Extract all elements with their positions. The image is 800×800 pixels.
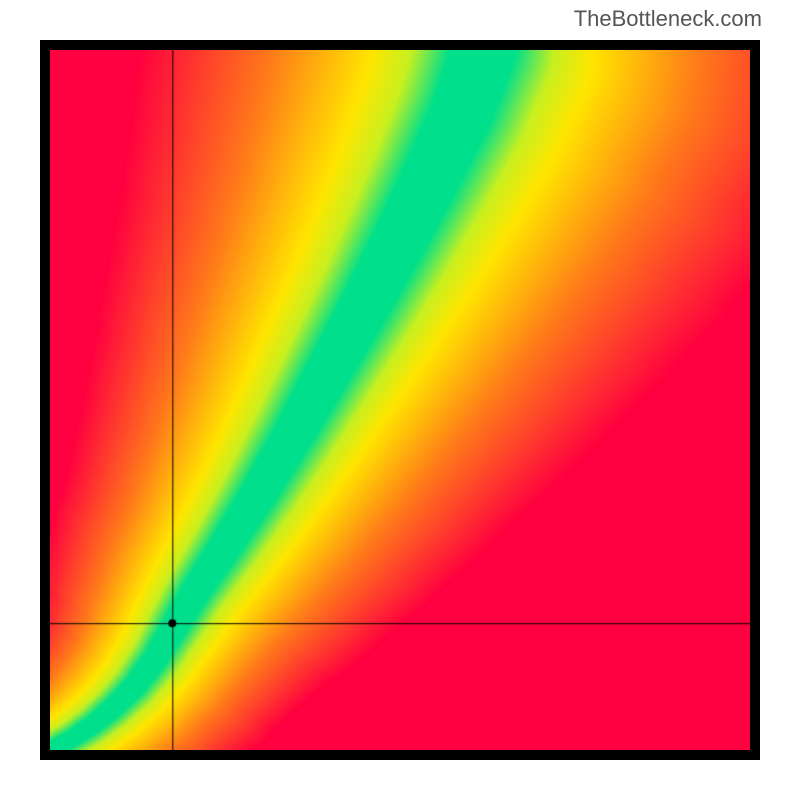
- heatmap-frame: [40, 40, 760, 760]
- heatmap-canvas: [50, 50, 750, 750]
- watermark-text: TheBottleneck.com: [574, 6, 762, 32]
